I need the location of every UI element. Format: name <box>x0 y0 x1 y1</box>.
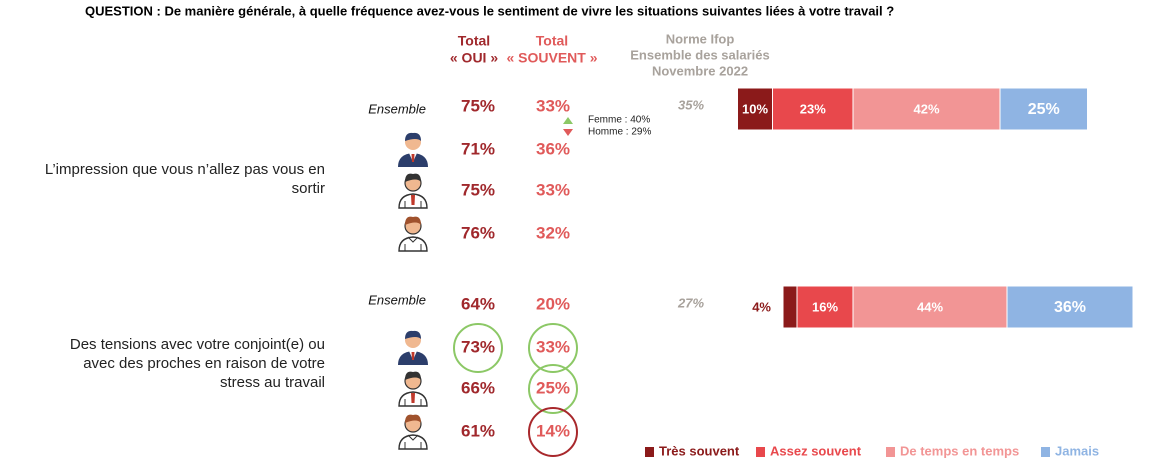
icon-hair <box>405 173 421 182</box>
oui-value: 61% <box>461 421 495 440</box>
norme-value: 27% <box>677 295 704 310</box>
bar-label: 25% <box>1028 101 1060 118</box>
bar-segment <box>737 87 773 131</box>
row-label: Des tensions avec votre conjoint(e) ou <box>70 336 325 353</box>
header-souvent: « SOUVENT » <box>506 50 597 66</box>
icon-collar <box>407 434 419 441</box>
oui-value: 64% <box>461 294 495 313</box>
souvent-value: 32% <box>536 223 570 242</box>
header-norme: Ensemble des salariés <box>630 47 769 62</box>
highlight-circle <box>528 364 578 414</box>
souvent-value: 33% <box>536 337 570 356</box>
row-label: stress au travail <box>220 374 325 391</box>
header-souvent: Total <box>536 33 568 49</box>
bar-label: 4% <box>752 299 771 314</box>
souvent-value: 36% <box>536 139 570 158</box>
bar-segment <box>1006 285 1134 329</box>
legend-swatch <box>756 447 765 457</box>
bar-label: 10% <box>742 101 768 116</box>
question: QUESTION : De manière générale, à quelle… <box>85 3 894 18</box>
icon-tie <box>411 393 415 403</box>
bar-label: 23% <box>800 101 826 116</box>
row-label: L’impression que vous n’allez pas vous e… <box>45 161 325 178</box>
legend-label: De temps en temps <box>900 443 1019 458</box>
souvent-value: 25% <box>536 378 570 397</box>
row-label: avec des proches en raison de votre <box>83 355 325 372</box>
arrow-up <box>563 117 573 124</box>
oui-value: 71% <box>461 139 495 158</box>
arrow-down <box>563 129 573 136</box>
oui-value: 66% <box>461 378 495 397</box>
souvent-value: 14% <box>536 421 570 440</box>
bar-segment <box>782 285 798 329</box>
icon-tie <box>411 352 415 360</box>
legend-swatch <box>1041 447 1050 457</box>
highlight-circle <box>528 407 578 457</box>
header-norme: Norme Ifop <box>666 31 735 46</box>
souvent-value: 33% <box>536 96 570 115</box>
header-oui: Total <box>458 33 490 49</box>
person-icon <box>398 173 428 209</box>
icon-tie <box>411 154 415 162</box>
bar-label: 44% <box>917 299 943 314</box>
bar-segment <box>852 285 1008 329</box>
icon-body <box>398 434 428 450</box>
icon-body <box>398 236 428 252</box>
bar-segment <box>852 87 1001 131</box>
person-icon <box>398 132 428 167</box>
person-icon <box>398 371 428 407</box>
souvent-value: 20% <box>536 294 570 313</box>
person-icon <box>398 330 428 365</box>
bar-segment <box>999 87 1088 131</box>
icon-hair <box>405 371 421 380</box>
highlight-circle <box>453 323 503 373</box>
note: Femme : 40% <box>588 115 650 126</box>
ensemble-label: Ensemble <box>368 101 426 116</box>
person-icon <box>398 216 428 252</box>
note: Homme : 29% <box>588 127 651 138</box>
oui-value: 75% <box>461 180 495 199</box>
legend-label: Assez souvent <box>770 443 862 458</box>
highlight-circle <box>528 323 578 373</box>
icon-hair <box>405 216 421 225</box>
header-norme: Novembre 2022 <box>652 63 748 78</box>
oui-value: 75% <box>461 96 495 115</box>
bar-segment <box>772 87 854 131</box>
legend-swatch <box>645 447 654 457</box>
icon-collar <box>407 236 419 243</box>
oui-value: 76% <box>461 223 495 242</box>
row-label: sortir <box>292 180 325 197</box>
legend-label: Très souvent <box>659 443 740 458</box>
ensemble-label: Ensemble <box>368 292 426 307</box>
icon-hair <box>405 414 421 423</box>
legend-swatch <box>886 447 895 457</box>
souvent-value: 33% <box>536 180 570 199</box>
oui-value: 73% <box>461 337 495 356</box>
person-icon <box>398 414 428 450</box>
icon-hair <box>405 330 421 339</box>
bar-segment <box>796 285 854 329</box>
icon-tie <box>411 195 415 205</box>
bar-label: 36% <box>1054 299 1086 316</box>
header-oui: « OUI » <box>450 50 498 66</box>
norme-value: 35% <box>678 97 704 112</box>
bar-label: 16% <box>812 299 838 314</box>
icon-hair <box>405 132 421 141</box>
bar-label: 42% <box>913 101 939 116</box>
legend-label: Jamais <box>1055 443 1099 458</box>
